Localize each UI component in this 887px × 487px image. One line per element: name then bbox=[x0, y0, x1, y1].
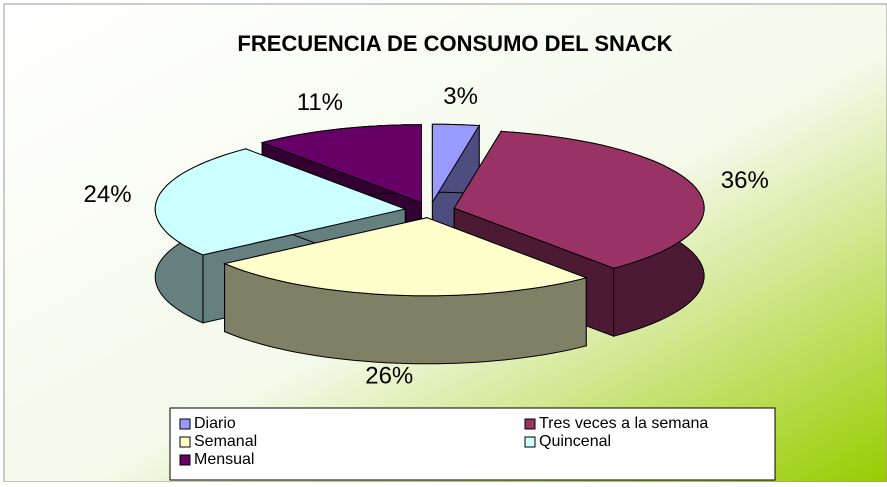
data-label: 24% bbox=[84, 181, 132, 208]
data-label: 36% bbox=[721, 167, 769, 194]
legend-label: Diario bbox=[194, 415, 236, 432]
data-label: 3% bbox=[443, 83, 478, 110]
slice bbox=[154, 148, 407, 256]
legend-swatch bbox=[179, 418, 191, 430]
chart-title: FRECUENCIA DE CONSUMO DEL SNACK bbox=[237, 31, 672, 56]
slice bbox=[260, 124, 422, 204]
data-label: 26% bbox=[365, 362, 413, 389]
legend-swatch bbox=[179, 454, 191, 466]
data-label: 11% bbox=[297, 89, 343, 116]
slice bbox=[453, 130, 705, 269]
legend-label: Mensual bbox=[194, 451, 254, 468]
legend-swatch bbox=[524, 418, 536, 430]
slice bbox=[431, 123, 481, 204]
legend-label: Tres veces a la semana bbox=[539, 415, 708, 432]
legend bbox=[169, 407, 776, 481]
slice bbox=[222, 217, 588, 297]
pie bbox=[154, 123, 705, 365]
legend-swatch bbox=[524, 436, 536, 448]
legend-label: Semanal bbox=[194, 433, 257, 450]
legend-label: Quincenal bbox=[539, 433, 611, 450]
legend-swatch bbox=[179, 436, 191, 448]
